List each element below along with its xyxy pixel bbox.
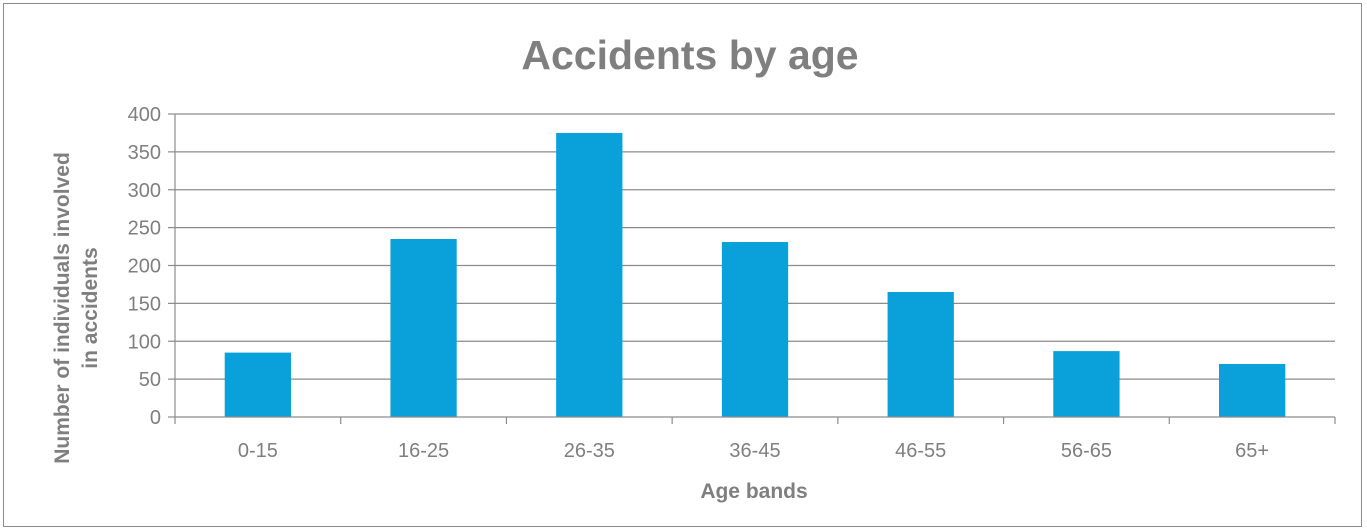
x-tick-label: 0-15 bbox=[238, 440, 278, 462]
y-tick-label: 250 bbox=[128, 218, 161, 240]
y-tick-label: 150 bbox=[128, 293, 161, 315]
y-axis-ticks: 0 50 100 150 200 250 300 350 400 bbox=[128, 104, 176, 429]
y-tick-label: 400 bbox=[128, 104, 161, 126]
x-tick-label: 46-55 bbox=[895, 440, 946, 462]
bar-26-35 bbox=[556, 132, 623, 417]
x-axis-ticks: 0-15 16-25 26-35 36-45 46-55 56-65 65+ bbox=[238, 440, 1269, 462]
x-tick-label: 26-35 bbox=[564, 440, 615, 462]
y-tick-label: 0 bbox=[150, 407, 161, 429]
gridlines bbox=[175, 113, 1335, 380]
y-tick-label: 100 bbox=[128, 331, 161, 353]
bars bbox=[224, 132, 1286, 417]
x-axis-title: Age bands bbox=[700, 480, 807, 503]
bar-36-45 bbox=[721, 242, 789, 417]
bar-56-65 bbox=[1053, 351, 1120, 417]
y-axis-title-line-1: Number of individuals involved bbox=[51, 152, 74, 464]
x-tick-label: 36-45 bbox=[729, 440, 780, 462]
chart-title: Accidents by age bbox=[521, 32, 858, 78]
y-tick-label: 50 bbox=[139, 369, 161, 391]
bar-65+ bbox=[1219, 363, 1286, 417]
x-tick-label: 16-25 bbox=[398, 440, 449, 462]
x-axis bbox=[174, 416, 1336, 424]
x-tick-label: 56-65 bbox=[1061, 440, 1112, 462]
y-axis-title-line-2: in accidents bbox=[79, 247, 102, 368]
bar-46-55 bbox=[887, 292, 954, 417]
y-tick-label: 300 bbox=[128, 180, 161, 202]
y-tick-label: 350 bbox=[128, 142, 161, 164]
y-tick-label: 200 bbox=[128, 256, 161, 278]
bar-0-15 bbox=[224, 352, 291, 417]
x-tick-label: 65+ bbox=[1235, 440, 1269, 462]
bar-16-25 bbox=[390, 238, 457, 417]
